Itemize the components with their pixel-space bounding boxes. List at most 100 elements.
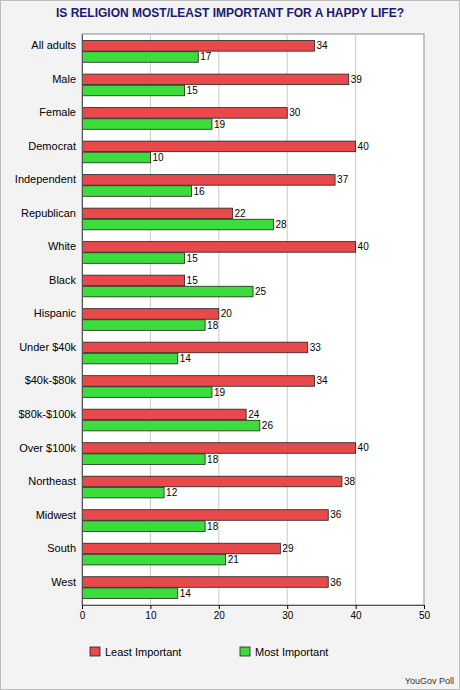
data-label: 18 bbox=[207, 454, 219, 465]
bar bbox=[82, 409, 246, 420]
bar bbox=[82, 588, 178, 599]
bar bbox=[82, 175, 335, 186]
data-label: 15 bbox=[187, 253, 199, 264]
x-tick: 30 bbox=[282, 605, 294, 621]
data-label: 20 bbox=[221, 308, 233, 319]
data-label: 37 bbox=[337, 174, 349, 185]
data-label: 14 bbox=[180, 588, 192, 599]
bar bbox=[82, 376, 315, 387]
x-axis-line bbox=[83, 606, 425, 610]
bar bbox=[82, 554, 226, 565]
x-tick-label: 20 bbox=[214, 610, 226, 621]
data-label: 19 bbox=[214, 119, 226, 130]
annotation: YouGov Poll bbox=[405, 676, 454, 686]
y-tick-label: Republican bbox=[21, 207, 76, 219]
bar bbox=[82, 420, 260, 431]
x-tick: 20 bbox=[214, 605, 226, 621]
y-tick-label: Independent bbox=[15, 173, 76, 185]
legend-label: Least Important bbox=[105, 646, 181, 658]
data-label: 33 bbox=[310, 342, 322, 353]
data-label: 15 bbox=[187, 85, 199, 96]
bar bbox=[82, 342, 308, 353]
x-tick-label: 50 bbox=[419, 610, 431, 621]
x-tick-label: 30 bbox=[282, 610, 294, 621]
bar bbox=[82, 52, 198, 63]
data-label: 36 bbox=[330, 577, 342, 588]
y-tick-label: Male bbox=[52, 73, 76, 85]
x-tick-label: 40 bbox=[351, 610, 363, 621]
bar bbox=[82, 521, 205, 532]
y-tick-label: West bbox=[51, 576, 76, 588]
bar bbox=[82, 41, 315, 52]
legend-label: Most Important bbox=[255, 646, 328, 658]
y-tick-label: Northeast bbox=[28, 475, 76, 487]
data-label: 24 bbox=[248, 409, 260, 420]
bar bbox=[82, 510, 328, 521]
x-tick-mark bbox=[150, 605, 151, 609]
x-tick: 0 bbox=[80, 605, 86, 621]
y-tick-label: $40k-$80k bbox=[25, 374, 77, 386]
x-tick-label: 0 bbox=[80, 610, 86, 621]
bar bbox=[82, 186, 191, 197]
data-label: 15 bbox=[187, 275, 199, 286]
bar bbox=[82, 286, 253, 297]
y-tick: Republican bbox=[21, 207, 76, 219]
legend-swatch bbox=[90, 647, 100, 656]
data-label: 29 bbox=[282, 543, 294, 554]
bar bbox=[82, 74, 349, 85]
x-tick-mark bbox=[82, 605, 83, 609]
y-tick: All adults bbox=[31, 39, 76, 51]
grid-line bbox=[424, 34, 425, 605]
data-label: 14 bbox=[180, 353, 192, 364]
y-tick: South bbox=[47, 542, 76, 554]
bar bbox=[82, 309, 219, 320]
y-axis-line bbox=[82, 35, 83, 606]
plot-area bbox=[82, 34, 424, 605]
data-label: 19 bbox=[214, 387, 226, 398]
data-labels: 3439304037224015203334244038362936171519… bbox=[152, 40, 369, 598]
data-label: 39 bbox=[351, 74, 363, 85]
legend-item: Most Important bbox=[240, 646, 328, 658]
bar bbox=[82, 152, 150, 163]
chart: IS RELIGION MOST/LEAST IMPORTANT FOR A H… bbox=[0, 0, 460, 690]
y-axis: All adults Male Female Democrat Independent R… bbox=[15, 35, 83, 606]
plot: 3439304037224015203334244038362936171519… bbox=[15, 34, 431, 621]
bar bbox=[82, 320, 205, 331]
x-tick: 40 bbox=[351, 605, 363, 621]
legend-swatch bbox=[240, 647, 250, 656]
x-axis: 0 10 20 30 40 50 bbox=[80, 605, 431, 621]
x-tick-label: 10 bbox=[145, 610, 157, 621]
y-tick: Democrat bbox=[28, 140, 76, 152]
title: IS RELIGION MOST/LEAST IMPORTANT FOR A H… bbox=[56, 6, 404, 20]
y-tick: White bbox=[48, 240, 76, 252]
data-label: 38 bbox=[344, 476, 356, 487]
data-label: 36 bbox=[330, 509, 342, 520]
bar bbox=[82, 577, 328, 588]
y-tick: Midwest bbox=[36, 509, 76, 521]
data-label: 16 bbox=[193, 186, 205, 197]
bar bbox=[82, 275, 185, 286]
y-tick: Over $100k bbox=[19, 441, 76, 453]
legend-item: Least Important bbox=[90, 646, 181, 658]
x-tick-mark bbox=[287, 605, 288, 609]
bar bbox=[82, 119, 212, 130]
y-tick-label: Democrat bbox=[28, 140, 76, 152]
data-label: 18 bbox=[207, 521, 219, 532]
y-tick-label: South bbox=[47, 542, 76, 554]
y-tick-label: Hispanic bbox=[34, 307, 77, 319]
data-label: 22 bbox=[234, 208, 246, 219]
bar bbox=[82, 208, 232, 219]
y-tick-label: $80k-$100k bbox=[19, 408, 77, 420]
bar bbox=[82, 543, 280, 554]
y-tick: Female bbox=[39, 106, 76, 118]
grid-line bbox=[355, 34, 356, 605]
bar bbox=[82, 353, 178, 364]
y-tick: Northeast bbox=[28, 475, 76, 487]
bar bbox=[82, 253, 185, 264]
bars bbox=[82, 41, 356, 599]
grid-line bbox=[82, 34, 83, 605]
y-tick: Under $40k bbox=[19, 341, 76, 353]
bar bbox=[82, 476, 342, 487]
y-tick-label: Midwest bbox=[36, 509, 76, 521]
data-label: 25 bbox=[255, 286, 267, 297]
